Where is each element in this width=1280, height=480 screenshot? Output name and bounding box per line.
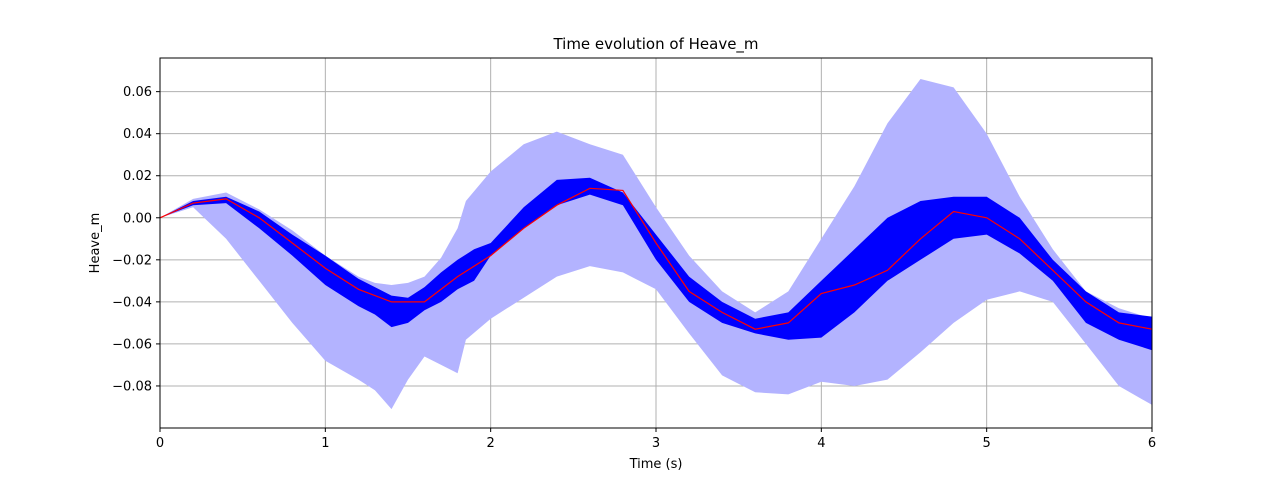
plot-area: 0 1 2 3 4 5 6 −0.08 −0.06 −0.04 −0.02 0.00 0.02 0.04 0… bbox=[112, 57, 1156, 451]
inner-band-area bbox=[160, 177, 1152, 351]
y-tick-label: 0.00 bbox=[123, 211, 152, 226]
x-tick-label: 0 bbox=[156, 436, 164, 451]
chart-title: Time evolution of Heave_m bbox=[552, 35, 758, 54]
x-axis-label: Time (s) bbox=[629, 457, 683, 472]
y-tick-label: 0.02 bbox=[123, 169, 152, 184]
x-tick-label: 2 bbox=[487, 436, 495, 451]
y-tick-label: −0.02 bbox=[112, 253, 152, 268]
y-tick-label: 0.06 bbox=[123, 85, 152, 100]
y-axis-label: Heave_m bbox=[88, 213, 103, 274]
y-tick-label: −0.06 bbox=[112, 337, 152, 352]
x-tick-label: 3 bbox=[652, 436, 660, 451]
x-tick-label: 4 bbox=[817, 436, 825, 451]
x-tick-label: 6 bbox=[1148, 436, 1156, 451]
series-line-0 bbox=[159, 187, 1153, 330]
y-tick-label: −0.08 bbox=[112, 379, 152, 394]
y-tick-label: −0.04 bbox=[112, 295, 152, 310]
x-tick-label: 1 bbox=[321, 436, 329, 451]
x-tick-label: 5 bbox=[983, 436, 991, 451]
y-tick-label: 0.04 bbox=[123, 127, 152, 142]
